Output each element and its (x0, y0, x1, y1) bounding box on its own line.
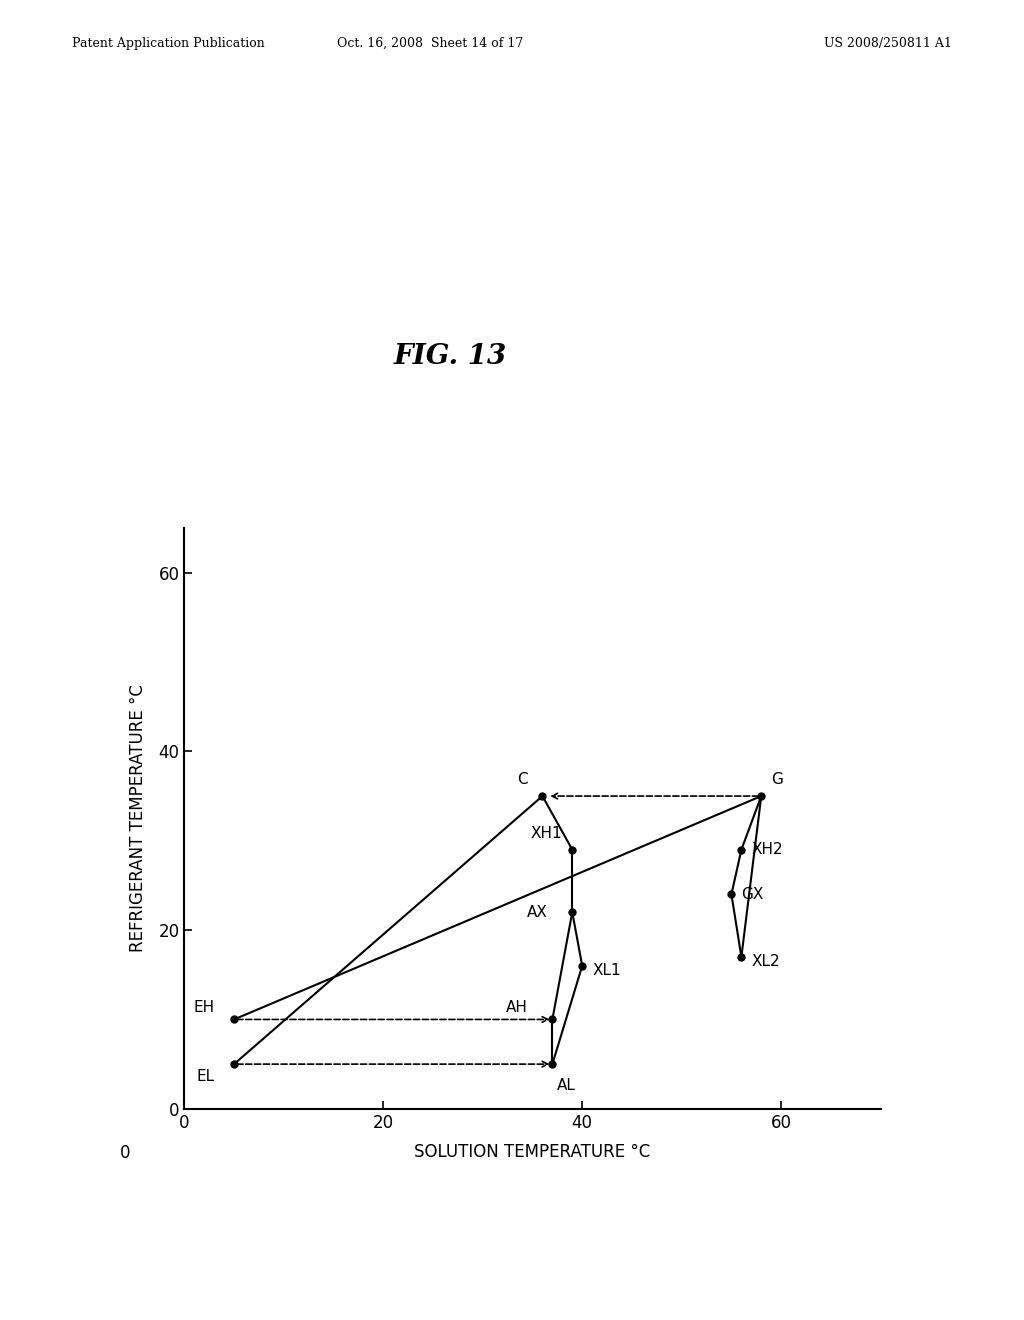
Text: Oct. 16, 2008  Sheet 14 of 17: Oct. 16, 2008 Sheet 14 of 17 (337, 37, 523, 50)
Text: AH: AH (506, 1001, 527, 1015)
Text: C: C (517, 772, 527, 787)
Text: EL: EL (196, 1069, 214, 1084)
Text: FIG. 13: FIG. 13 (394, 343, 507, 370)
Text: AX: AX (526, 904, 548, 920)
Y-axis label: REFRIGERANT TEMPERATURE °C: REFRIGERANT TEMPERATURE °C (129, 685, 147, 952)
Text: XH1: XH1 (530, 826, 562, 841)
Text: G: G (771, 772, 783, 787)
X-axis label: SOLUTION TEMPERATURE °C: SOLUTION TEMPERATURE °C (415, 1143, 650, 1160)
Text: EH: EH (194, 1001, 214, 1015)
Text: XL1: XL1 (592, 962, 621, 978)
Text: US 2008/250811 A1: US 2008/250811 A1 (824, 37, 952, 50)
Text: AL: AL (557, 1077, 577, 1093)
Text: XH2: XH2 (752, 842, 783, 857)
Text: Patent Application Publication: Patent Application Publication (72, 37, 264, 50)
Text: 0: 0 (120, 1144, 130, 1163)
Text: XL2: XL2 (752, 954, 780, 969)
Text: GX: GX (741, 887, 764, 902)
